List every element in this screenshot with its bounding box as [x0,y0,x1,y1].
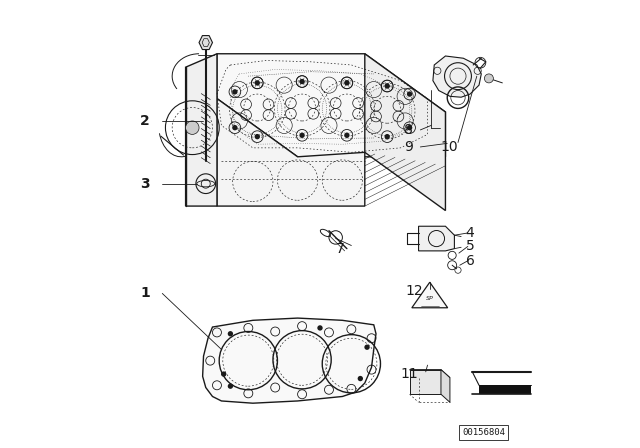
Circle shape [221,371,227,377]
Text: 7: 7 [336,241,344,256]
Circle shape [255,134,260,139]
Circle shape [186,121,199,134]
Circle shape [385,134,390,139]
Text: 12: 12 [405,284,423,298]
Polygon shape [441,370,450,402]
Circle shape [364,345,370,350]
Circle shape [300,79,305,84]
Polygon shape [412,282,448,308]
Circle shape [232,125,237,130]
Text: 8: 8 [404,123,413,137]
Polygon shape [217,99,365,206]
Circle shape [358,376,363,381]
Text: 3: 3 [140,177,150,191]
Polygon shape [203,318,376,403]
Text: 11: 11 [401,367,419,381]
Circle shape [407,125,412,130]
Text: 4: 4 [466,226,474,240]
Polygon shape [419,226,454,251]
Text: SP: SP [426,296,434,302]
Circle shape [228,383,233,389]
Text: 6: 6 [466,254,474,268]
Circle shape [300,133,305,138]
Text: 9: 9 [404,140,413,154]
Text: 00156804: 00156804 [462,428,505,437]
Polygon shape [199,35,212,50]
Polygon shape [410,370,450,378]
Polygon shape [433,56,481,97]
Text: 2: 2 [140,114,150,128]
Polygon shape [365,54,445,211]
Text: 5: 5 [466,239,474,254]
Circle shape [344,133,349,138]
Polygon shape [186,54,217,206]
Circle shape [232,89,237,95]
Circle shape [385,83,390,89]
Polygon shape [217,54,445,157]
Circle shape [484,74,493,83]
Text: 10: 10 [440,140,458,154]
Circle shape [317,325,323,331]
Circle shape [255,80,260,86]
Text: 1: 1 [141,286,150,301]
Circle shape [407,91,412,97]
Polygon shape [410,370,441,394]
Circle shape [344,80,349,86]
Polygon shape [479,385,531,394]
Circle shape [228,331,233,336]
